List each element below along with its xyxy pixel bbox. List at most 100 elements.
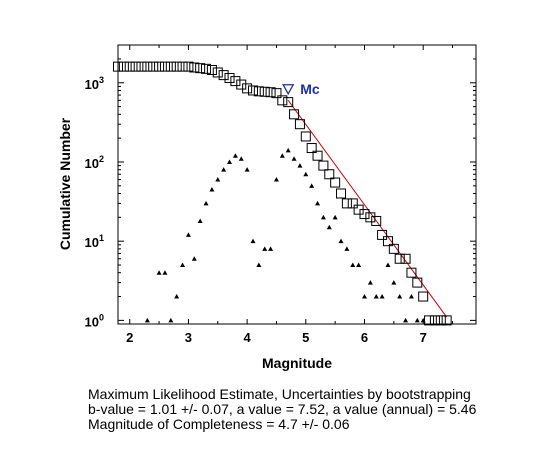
cumulative-point (318, 160, 329, 171)
cumulative-point (224, 72, 235, 83)
noncumulative-point (309, 183, 315, 188)
noncumulative-point (144, 317, 150, 323)
cumulative-point (400, 253, 411, 264)
noncumulative-point (291, 156, 297, 161)
cumulative-point (406, 267, 417, 278)
cumulative-point (371, 215, 382, 226)
caption-line-1: Maximum Likelihood Estimate, Uncertainti… (88, 386, 471, 402)
cumulative-point (441, 315, 452, 326)
cumulative-point (330, 177, 341, 188)
cumulative-point (429, 315, 440, 326)
cumulative-point (418, 291, 429, 302)
cumulative-point (271, 88, 282, 99)
cumulative-point (377, 229, 388, 240)
fit-line-layer (287, 100, 448, 318)
noncumulative-point (174, 294, 180, 299)
cumulative-point (177, 61, 188, 72)
noncumulative-point (244, 167, 250, 172)
cumulative-point (189, 62, 200, 73)
cumulative-point (435, 315, 446, 326)
noncumulative-point (279, 153, 285, 158)
x-tick-label: 3 (185, 330, 192, 345)
cumulative-point (113, 61, 123, 72)
noncumulative-point (414, 317, 420, 323)
cumulative-point (148, 61, 159, 72)
cumulative-point (118, 61, 129, 72)
noncumulative-point (315, 200, 321, 206)
cumulative-point (359, 209, 370, 220)
cumulative-point (206, 65, 217, 76)
noncumulative-point (320, 214, 326, 220)
y-tick-label: 102 (85, 154, 104, 171)
noncumulative-point (297, 163, 303, 168)
cumulative-point (165, 61, 176, 72)
cumulative-point (236, 79, 247, 90)
cumulative-point (253, 86, 264, 97)
noncumulative-point (227, 159, 233, 164)
cumulative-point (230, 76, 241, 87)
y-tick-label: 103 (85, 75, 104, 92)
noncumulative-point (221, 167, 227, 172)
noncumulative-point (420, 317, 426, 323)
noncumulative-point (209, 186, 215, 192)
cumulative-point (324, 169, 335, 180)
noncumulative-point (232, 153, 238, 158)
noncumulative-point (191, 256, 197, 261)
x-tick-label: 5 (302, 330, 309, 345)
mc-marker-layer: Mc (282, 81, 320, 97)
noncumulative-point (185, 232, 191, 237)
cumulative-point (201, 63, 212, 74)
noncumulative-point (203, 200, 209, 206)
noncumulative-point (326, 224, 332, 230)
cumulative-point (283, 97, 294, 108)
noncumulative-point (361, 294, 367, 299)
noncumulative-point (156, 270, 162, 275)
noncumulative-point (356, 262, 362, 268)
noncumulative-point (303, 171, 309, 177)
noncumulative-point (162, 270, 168, 275)
mc-triangle-marker (282, 84, 295, 96)
cumulative-point (412, 277, 423, 288)
noncumulative-point (256, 262, 262, 268)
noncumulative-point (385, 262, 391, 268)
cumulative-point (388, 243, 399, 254)
cumulative-point (300, 131, 311, 142)
noncumulative-point (262, 246, 268, 251)
noncumulative-point (391, 280, 397, 285)
noncumulative-point (197, 218, 203, 223)
cumulative-point (195, 63, 206, 74)
y-tick-label: 100 (85, 312, 104, 329)
cumulative-point (277, 95, 288, 106)
fit-line (287, 100, 448, 318)
noncumulative-point (403, 317, 409, 323)
cumulative-point (259, 86, 270, 97)
cumulative-point (341, 198, 352, 209)
cumulative-point (265, 87, 276, 98)
noncumulative-point (379, 294, 385, 299)
cumulative-point (142, 61, 153, 72)
noncumulative-point (268, 246, 274, 251)
cumulative-point (136, 61, 147, 72)
cumulative-point (247, 85, 258, 96)
magnitude-frequency-chart: 2 3 4 5 6 7 100 101 102 103 Mc Magnitude Cumulati… (57, 44, 477, 371)
noncumulative-point (344, 246, 350, 251)
cumulative-point (159, 61, 170, 72)
x-tick-label: 2 (126, 330, 133, 345)
cumulative-point (394, 253, 405, 264)
cumulative-point (312, 150, 323, 161)
x-tick-label: 4 (243, 330, 251, 345)
cumulative-point (347, 198, 358, 209)
noncumulative-point (373, 294, 379, 299)
y-axis-label: Cumulative Number (57, 117, 73, 250)
caption-line-2: b-value = 1.01 +/- 0.07, a value = 7.52,… (88, 401, 477, 417)
noncumulative-point (408, 294, 414, 299)
noncumulative-point (397, 294, 403, 299)
cumulative-point (382, 236, 393, 247)
cumulative-point (130, 61, 141, 72)
caption-line-3: Magnitude of Completeness = 4.7 +/- 0.06 (88, 416, 350, 432)
cumulative-point (218, 70, 229, 81)
cumulative-point (183, 61, 194, 72)
cumulative-point (336, 188, 347, 199)
data-series-layer (113, 61, 452, 326)
noncumulative-point (350, 262, 356, 268)
